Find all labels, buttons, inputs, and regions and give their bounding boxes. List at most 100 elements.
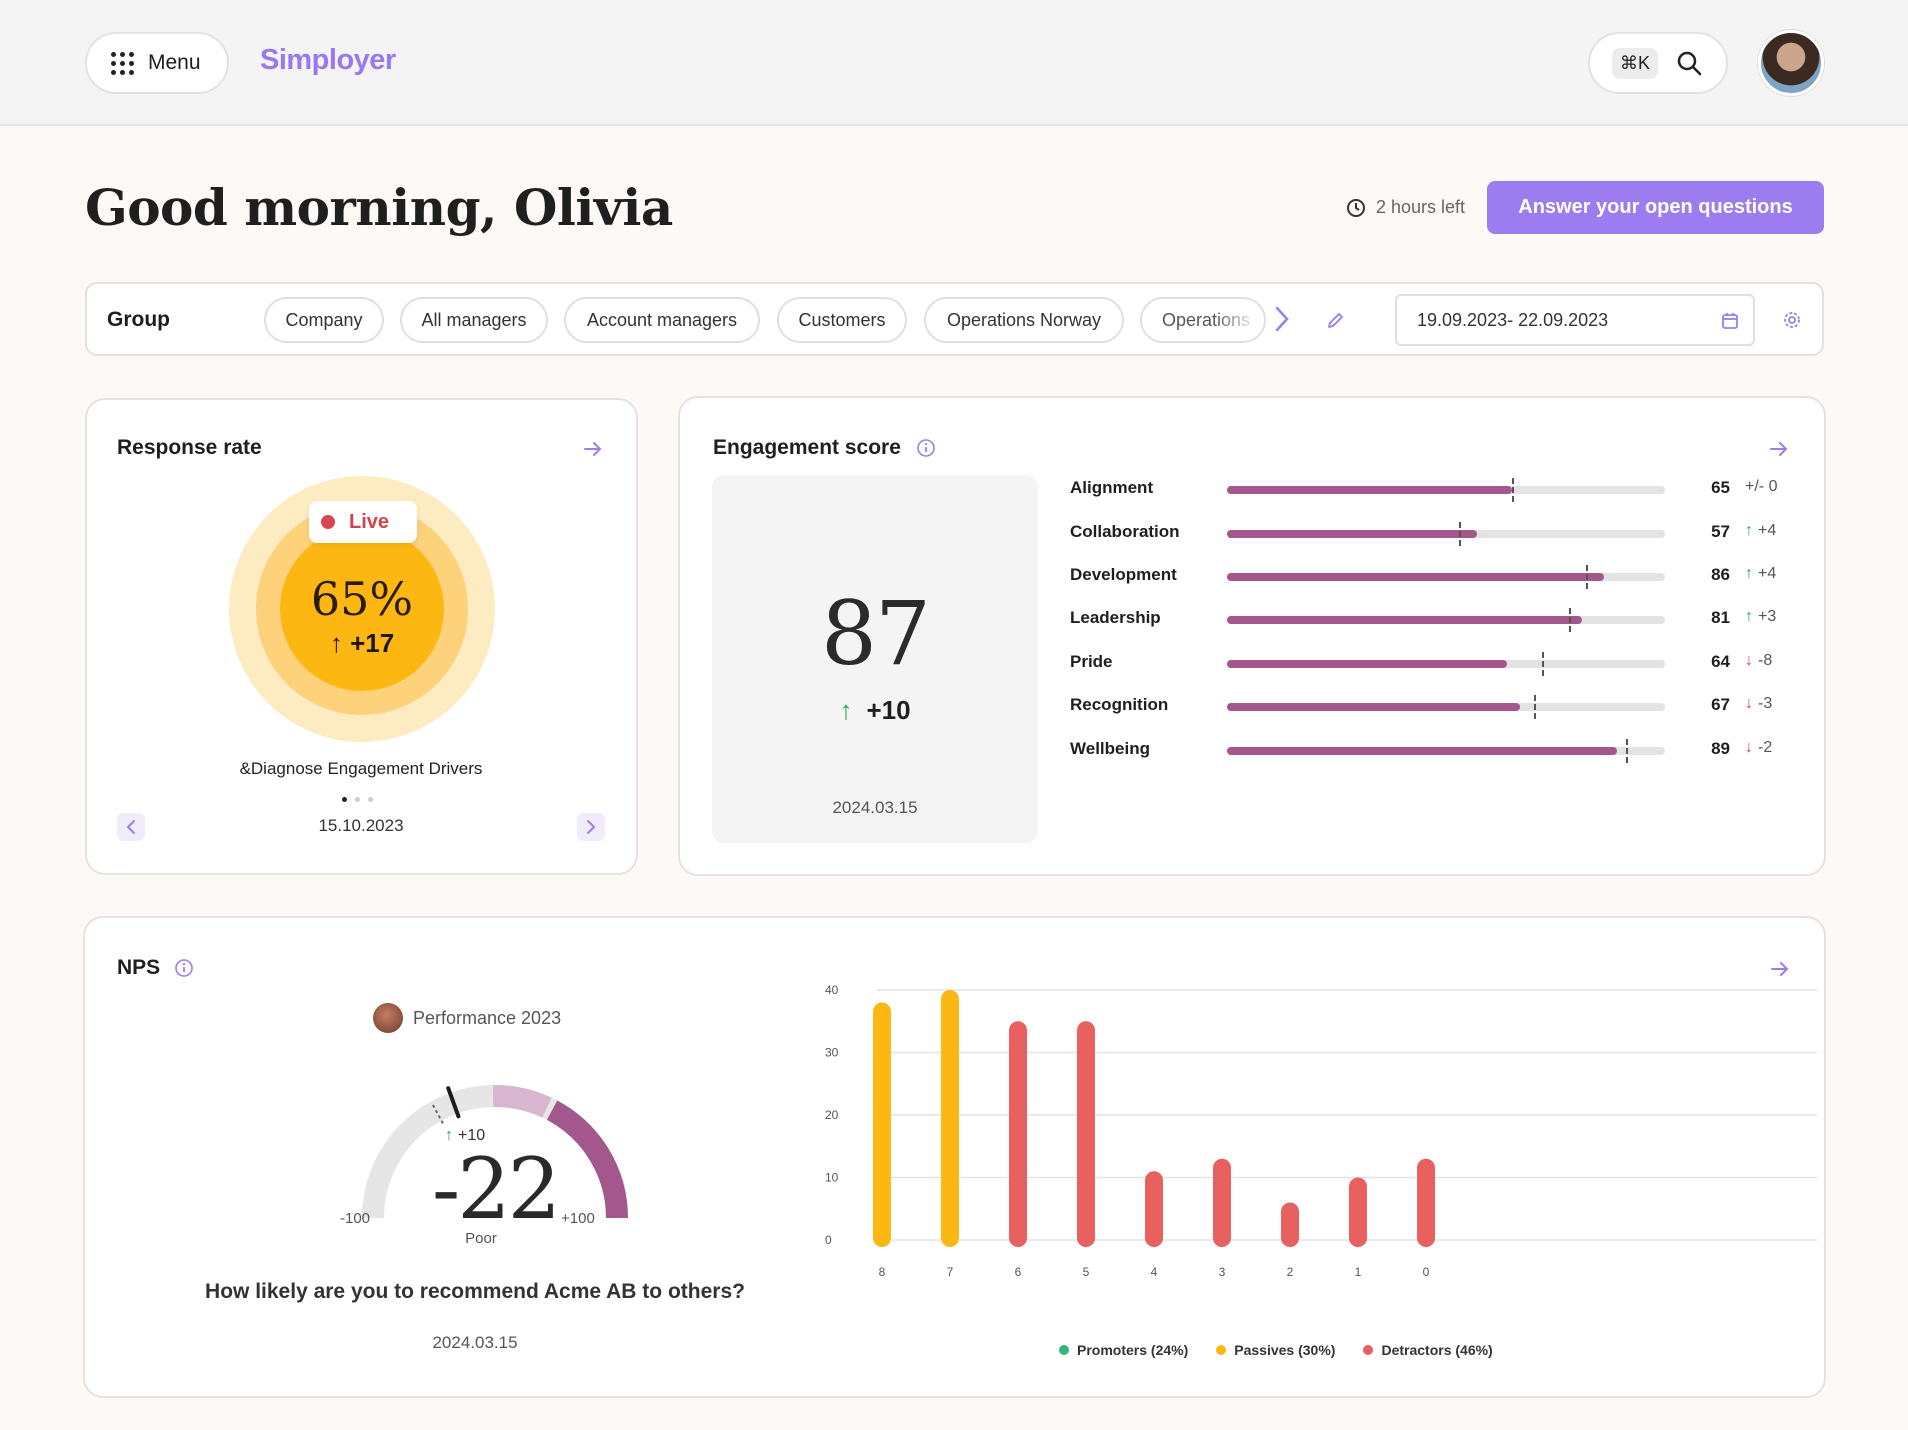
legend-promoters[interactable]: Promoters (24%) xyxy=(1059,1342,1188,1358)
info-icon[interactable] xyxy=(174,958,194,978)
arrow-up-icon: ↑ xyxy=(1745,565,1753,582)
driver-label: Pride xyxy=(1070,652,1113,671)
menu-label: Menu xyxy=(148,51,201,74)
chip-operations-norway[interactable]: Operations Norway xyxy=(924,297,1124,343)
nps-title: NPS xyxy=(117,956,161,979)
chip-all-managers[interactable]: All managers xyxy=(400,297,548,343)
engagement-card: Engagement score 87 ↑ +10 2024.03.15 Alig… xyxy=(678,396,1826,876)
user-avatar[interactable] xyxy=(1758,30,1824,96)
time-left-text: 2 hours left xyxy=(1376,197,1466,217)
driver-track xyxy=(1227,478,1665,502)
x-tick-label: 5 xyxy=(1083,1265,1090,1279)
edit-icon[interactable] xyxy=(1321,305,1351,335)
driver-track xyxy=(1227,565,1665,589)
nps-question: How likely are you to recommend Acme AB … xyxy=(205,1280,745,1303)
driver-row[interactable]: Leadership 81 ↑ +3 xyxy=(1070,604,1790,634)
page-title: Good morning, Olivia xyxy=(85,178,673,237)
driver-label: Recognition xyxy=(1070,695,1169,714)
x-tick-label: 3 xyxy=(1219,1265,1226,1279)
arrow-down-icon: ↓ xyxy=(1745,739,1753,756)
top-bar: Menu Simployer ⌘K xyxy=(0,0,1908,126)
driver-fill xyxy=(1227,486,1512,494)
next-button[interactable] xyxy=(577,813,605,841)
driver-label: Wellbeing xyxy=(1070,739,1150,758)
brand-logo[interactable]: Simployer xyxy=(260,44,396,76)
driver-fill xyxy=(1227,616,1582,624)
response-rate-card: Response rate 65% ↑ +17 Live &Diagnose E… xyxy=(85,398,638,875)
driver-row[interactable]: Pride 64 ↓ -8 xyxy=(1070,648,1790,678)
driver-label: Alignment xyxy=(1070,478,1154,497)
settings-icon[interactable] xyxy=(1777,305,1807,335)
nps-gauge xyxy=(362,1085,628,1219)
info-icon[interactable] xyxy=(916,438,936,458)
driver-track xyxy=(1227,522,1665,546)
driver-change: ↑ +4 xyxy=(1745,565,1777,582)
chip-customers[interactable]: Customers xyxy=(777,297,907,343)
nps-rating: Poor xyxy=(465,1230,497,1247)
nps-campaign[interactable]: Performance 2023 xyxy=(373,1003,561,1033)
arrow-up-icon: ↑ xyxy=(1745,608,1753,625)
answer-questions-button[interactable]: Answer your open questions xyxy=(1487,181,1824,234)
driver-label: Leadership xyxy=(1070,608,1161,627)
pager-dot[interactable] xyxy=(368,797,373,802)
driver-track xyxy=(1227,608,1665,632)
arrow-right-icon[interactable] xyxy=(1767,956,1793,982)
time-left: 2 hours left xyxy=(1346,197,1465,218)
arrow-right-icon[interactable] xyxy=(580,436,606,462)
response-ring-inner xyxy=(280,527,444,691)
arrow-up-icon: ↑ xyxy=(839,695,853,725)
driver-label: Development xyxy=(1070,565,1177,584)
y-tick-label: 30 xyxy=(825,1046,839,1060)
chip-operations[interactable]: Operations xyxy=(1140,297,1266,343)
driver-track xyxy=(1227,739,1665,763)
live-badge: Live xyxy=(309,501,417,543)
driver-row[interactable]: Development 86 ↑ +4 xyxy=(1070,561,1790,591)
driver-value: 89 xyxy=(1711,739,1730,758)
driver-previous-marker xyxy=(1533,695,1536,719)
driver-change: +/- 0 xyxy=(1745,478,1778,495)
driver-previous-marker xyxy=(1625,739,1628,763)
nps-bar-chart: 010203040109876543210 xyxy=(825,983,1817,1279)
driver-value: 64 xyxy=(1711,652,1730,671)
x-tick-label: 8 xyxy=(879,1265,886,1279)
pager-dot[interactable] xyxy=(342,797,347,802)
y-tick-label: 20 xyxy=(825,1108,839,1122)
driver-row[interactable]: Wellbeing 89 ↓ -2 xyxy=(1070,735,1790,765)
gauge-segment-light xyxy=(492,1085,552,1118)
nps-card: NPS Performance 2023 ↑ +10 -22 -100 +100… xyxy=(83,916,1826,1398)
group-filter-bar: Group Company All managers Account manag… xyxy=(85,282,1824,356)
chevron-right-icon[interactable] xyxy=(1267,304,1297,334)
driver-value: 81 xyxy=(1711,608,1730,627)
driver-change: ↓ -8 xyxy=(1745,652,1773,669)
driver-row[interactable]: Recognition 67 ↓ -3 xyxy=(1070,691,1790,721)
driver-row[interactable]: Collaboration 57 ↑ +4 xyxy=(1070,518,1790,548)
nps-score: -22 xyxy=(431,1140,561,1238)
chevron-left-icon xyxy=(126,820,135,834)
response-percent: 65% xyxy=(310,572,414,626)
survey-name: &Diagnose Engagement Drivers xyxy=(239,759,483,778)
group-label: Group xyxy=(107,308,170,331)
arrow-right-icon[interactable] xyxy=(1766,436,1792,462)
engagement-score-box: 87 ↑ +10 2024.03.15 xyxy=(712,475,1038,843)
menu-button[interactable]: Menu xyxy=(85,32,229,94)
gauge-needle xyxy=(446,1086,461,1119)
driver-row[interactable]: Alignment 65 +/- 0 xyxy=(1070,474,1790,504)
driver-previous-marker xyxy=(1542,652,1545,676)
arrow-down-icon: ↓ xyxy=(1745,695,1753,712)
chip-account-managers[interactable]: Account managers xyxy=(564,297,760,343)
date-range-field[interactable]: 19.09.2023- 22.09.2023 xyxy=(1395,294,1755,346)
legend-passives[interactable]: Passives (30%) xyxy=(1216,1342,1335,1358)
nps-date: 2024.03.15 xyxy=(432,1333,518,1352)
legend-detractors[interactable]: Detractors (46%) xyxy=(1363,1342,1493,1358)
pager-dot[interactable] xyxy=(355,797,360,802)
driver-track xyxy=(1227,652,1665,676)
engagement-title: Engagement score xyxy=(713,436,901,459)
response-delta: ↑ +17 xyxy=(329,628,395,658)
search-button[interactable]: ⌘K xyxy=(1588,32,1728,94)
driver-label: Collaboration xyxy=(1070,522,1180,541)
response-rate-title: Response rate xyxy=(117,436,262,459)
x-tick-label: 6 xyxy=(1015,1265,1022,1279)
gauge-previous-marker xyxy=(431,1103,444,1124)
prev-button[interactable] xyxy=(117,813,145,841)
chip-company[interactable]: Company xyxy=(264,297,384,343)
